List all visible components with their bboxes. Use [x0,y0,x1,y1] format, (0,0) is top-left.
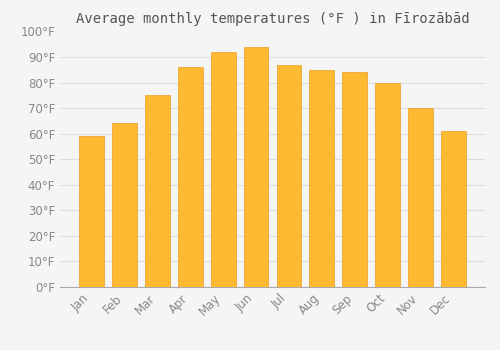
Bar [211,52,236,287]
Bar [80,136,104,287]
Bar [178,67,203,287]
Bar [112,124,137,287]
Bar [276,65,301,287]
Bar [408,108,433,287]
Bar [244,47,268,287]
Bar [342,72,367,287]
Title: Average monthly temperatures (°F ) in Fīrozābād: Average monthly temperatures (°F ) in Fī… [76,12,469,26]
Bar [145,95,170,287]
Bar [441,131,466,287]
Bar [310,70,334,287]
Bar [376,83,400,287]
